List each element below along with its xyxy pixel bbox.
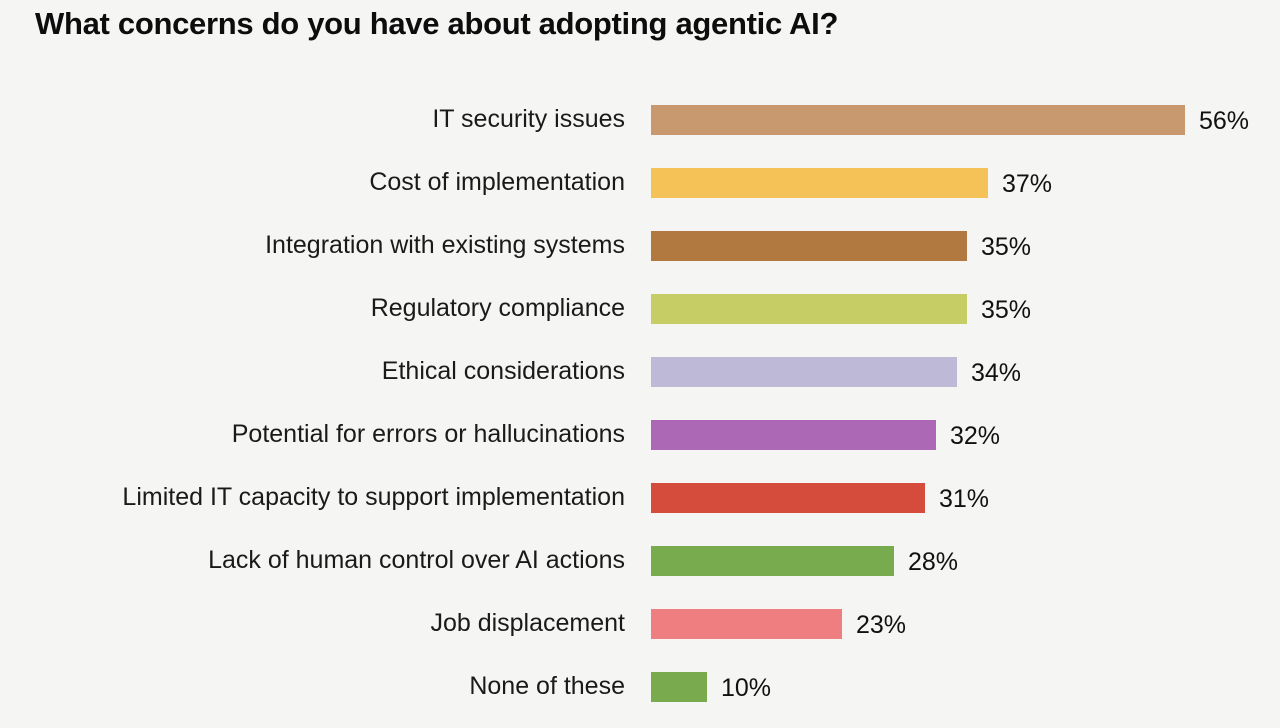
bar-track: 35% bbox=[651, 230, 1280, 261]
bar-track: 34% bbox=[651, 356, 1280, 387]
chart-row: Lack of human control over AI actions 28% bbox=[0, 529, 1280, 592]
value-label: 56% bbox=[1199, 107, 1250, 135]
bar-track: 56% bbox=[651, 104, 1280, 135]
value-label: 32% bbox=[950, 422, 1001, 450]
category-label: IT security issues bbox=[432, 105, 625, 133]
value-label: 28% bbox=[908, 548, 959, 576]
category-label: Cost of implementation bbox=[369, 168, 625, 196]
bar bbox=[651, 608, 842, 639]
category-label: None of these bbox=[469, 672, 625, 700]
bar-track: 31% bbox=[651, 482, 1280, 513]
value-label: 34% bbox=[971, 359, 1022, 387]
value-label: 35% bbox=[981, 296, 1032, 324]
category-label: Limited IT capacity to support implement… bbox=[122, 483, 625, 511]
value-label: 37% bbox=[1002, 170, 1053, 198]
bar bbox=[651, 419, 936, 450]
value-label: 10% bbox=[721, 674, 772, 702]
bar-track: 28% bbox=[651, 545, 1280, 576]
chart-row: Regulatory compliance 35% bbox=[0, 277, 1280, 340]
bar bbox=[651, 482, 925, 513]
chart-title: What concerns do you have about adopting… bbox=[35, 6, 839, 41]
value-label: 23% bbox=[856, 611, 907, 639]
category-label: Integration with existing systems bbox=[265, 231, 625, 259]
chart-row: Cost of implementation 37% bbox=[0, 151, 1280, 214]
chart-row: None of these 10% bbox=[0, 655, 1280, 718]
bar bbox=[651, 104, 1185, 135]
category-label: Lack of human control over AI actions bbox=[208, 546, 625, 574]
chart-row: Potential for errors or hallucinations 32… bbox=[0, 403, 1280, 466]
bar bbox=[651, 230, 967, 261]
value-label: 35% bbox=[981, 233, 1032, 261]
chart-row: Job displacement 23% bbox=[0, 592, 1280, 655]
category-label: Potential for errors or hallucinations bbox=[231, 420, 625, 448]
bar-track: 32% bbox=[651, 419, 1280, 450]
value-label: 31% bbox=[939, 485, 990, 513]
chart-row: Limited IT capacity to support implement… bbox=[0, 466, 1280, 529]
bar bbox=[651, 167, 988, 198]
bar-track: 23% bbox=[651, 608, 1280, 639]
bar-track: 37% bbox=[651, 167, 1280, 198]
category-label: Job displacement bbox=[430, 609, 625, 637]
chart-rows: IT security issues 56% Cost of implementat… bbox=[0, 88, 1280, 718]
category-label: Ethical considerations bbox=[381, 357, 625, 385]
chart-row: Ethical considerations 34% bbox=[0, 340, 1280, 403]
bar bbox=[651, 545, 894, 576]
bar-track: 35% bbox=[651, 293, 1280, 324]
category-label: Regulatory compliance bbox=[370, 294, 625, 322]
bar bbox=[651, 293, 967, 324]
chart-row: Integration with existing systems 35% bbox=[0, 214, 1280, 277]
bar bbox=[651, 356, 957, 387]
bar bbox=[651, 671, 707, 702]
bar-track: 10% bbox=[651, 671, 1280, 702]
chart-row: IT security issues 56% bbox=[0, 88, 1280, 151]
